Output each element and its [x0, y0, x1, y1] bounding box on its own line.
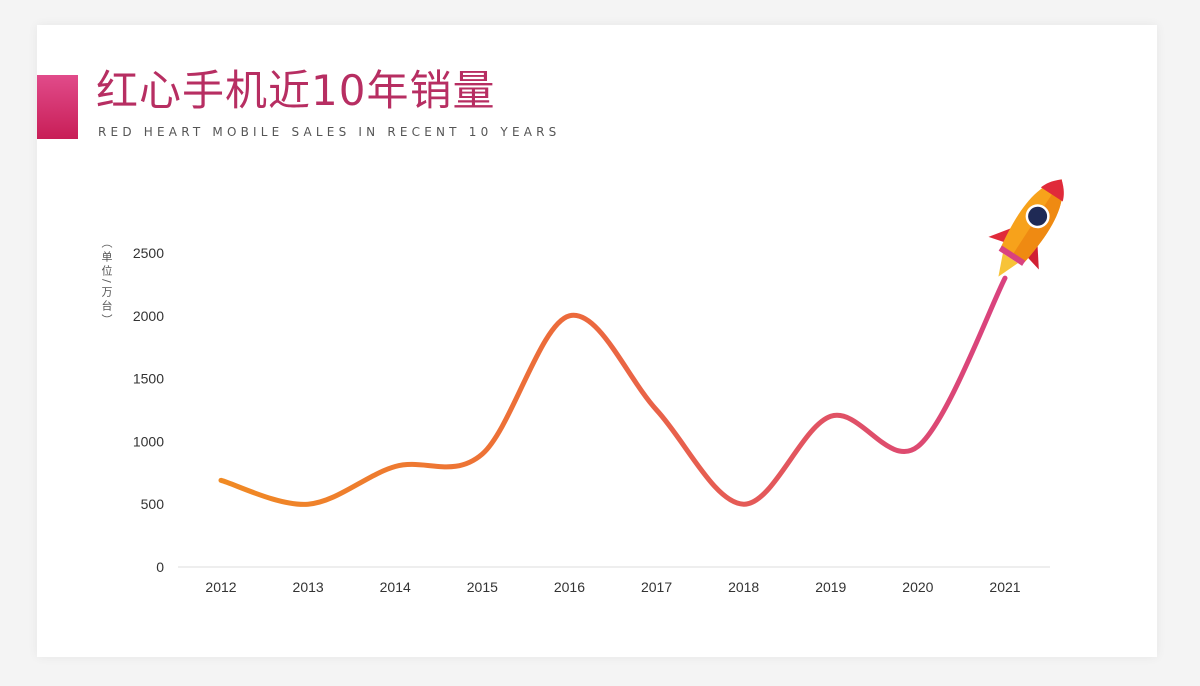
title-accent-bar: [37, 75, 78, 139]
x-tick-label: 2012: [205, 579, 236, 595]
x-tick-label: 2019: [815, 579, 846, 595]
x-axis-ticks: 2012 2013 2014 2015 2016 2017 2018 2019 2020 2021: [205, 579, 1020, 595]
y-tick-label: 1500: [133, 371, 164, 387]
y-tick-label: 2000: [133, 308, 164, 324]
slide-background: [37, 25, 1157, 657]
data-points: [219, 276, 1008, 507]
x-tick-label: 2016: [554, 579, 585, 595]
x-tick-label: 2021: [989, 579, 1020, 595]
chart-title: 红心手机近10年销量: [96, 66, 496, 115]
x-tick-label: 2017: [641, 579, 672, 595]
y-tick-label: 500: [141, 496, 165, 512]
x-tick-label: 2015: [467, 579, 498, 595]
y-axis-ticks: 0 500 1000 1500 2000 2500: [133, 245, 164, 575]
x-tick-label: 2013: [293, 579, 324, 595]
x-tick-label: 2014: [380, 579, 411, 595]
rocket-icon: [988, 179, 1064, 277]
y-axis-unit-label: （单位/万台）: [100, 237, 113, 328]
chart-subtitle: RED HEART MOBILE SALES IN RECENT 10 YEAR…: [98, 125, 561, 139]
y-tick-label: 2500: [133, 245, 164, 261]
y-tick-label: 1000: [133, 433, 164, 449]
x-tick-label: 2018: [728, 579, 759, 595]
y-tick-label: 0: [156, 559, 164, 575]
x-tick-label: 2020: [902, 579, 933, 595]
sales-series-line: [218, 275, 1008, 507]
